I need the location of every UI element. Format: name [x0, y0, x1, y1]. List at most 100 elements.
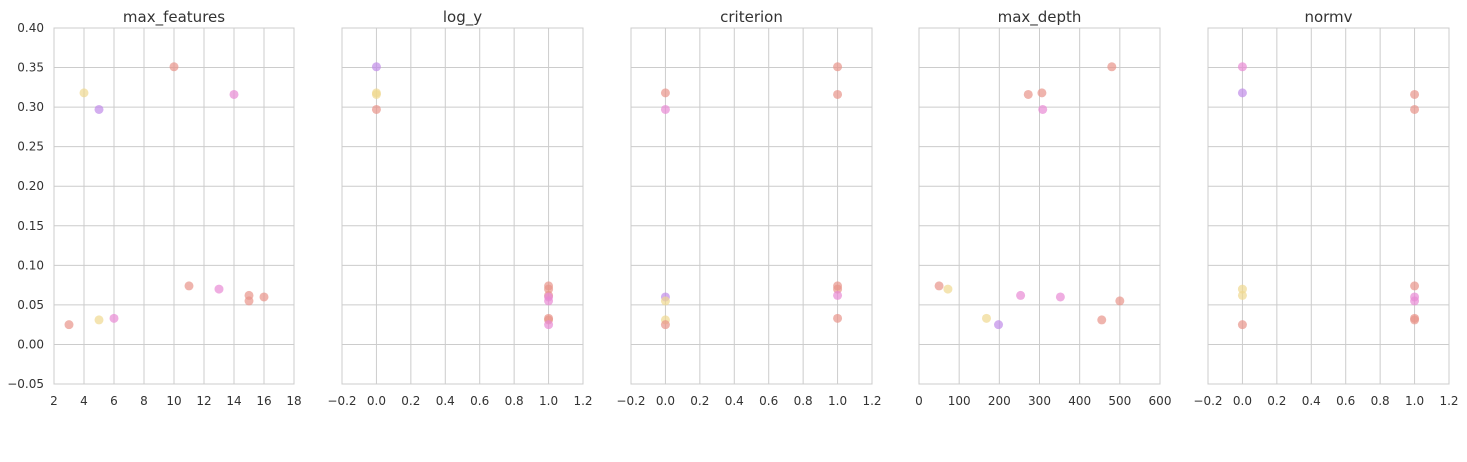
x-tick-label: 0.4: [436, 394, 455, 408]
data-point: [994, 320, 1004, 330]
plot-frame: [918, 27, 1161, 385]
x-tick-label: 0.2: [401, 394, 420, 408]
subplot-criterion: −0.2 0.0 0.2 0.4 0.6 0.8 1.0 1.2 criterion: [616, 8, 881, 408]
x-tick-label: 0.8: [1371, 394, 1390, 408]
x-tick-label: 1.0: [539, 394, 558, 408]
y-tick-label: 0.05: [17, 298, 44, 312]
x-tick-label: 16: [256, 394, 271, 408]
data-point: [371, 89, 381, 99]
x-tick-label: 600: [1149, 394, 1172, 408]
data-point: [64, 320, 74, 330]
data-point: [371, 62, 381, 72]
data-point: [833, 62, 843, 72]
x-tick-label: 200: [988, 394, 1011, 408]
x-tick-label: 0.8: [794, 394, 813, 408]
plot-frame: [53, 27, 295, 385]
x-tick-label: 14: [226, 394, 241, 408]
x-tick-label: 8: [140, 394, 148, 408]
data-point: [544, 296, 554, 306]
x-tick-label: −0.2: [327, 394, 356, 408]
data-point: [1237, 88, 1247, 98]
plot-frame: [1207, 27, 1450, 385]
data-point: [660, 296, 670, 306]
y-tick-label: −0.05: [7, 377, 44, 391]
data-point: [544, 320, 554, 330]
x-tick-label: 1.0: [828, 394, 847, 408]
data-point: [1410, 89, 1420, 99]
data-point: [833, 89, 843, 99]
x-tick-label: 0.4: [725, 394, 744, 408]
subplot-title: normv: [1304, 8, 1352, 26]
y-tick-label: 0.25: [17, 140, 44, 154]
x-tick-label: 100: [948, 394, 971, 408]
y-tick-label: 0.00: [17, 337, 44, 351]
data-point: [1097, 315, 1107, 325]
x-tick-label: 1.2: [862, 394, 881, 408]
x-tick-label: 6: [110, 394, 118, 408]
x-tick-label: 0.4: [1302, 394, 1321, 408]
x-tick-label: 0.6: [1336, 394, 1355, 408]
data-point: [833, 290, 843, 300]
data-point: [1107, 62, 1117, 72]
data-point: [1410, 315, 1420, 325]
y-tick-label: 0.10: [17, 258, 44, 272]
x-tick-label: 0.0: [1233, 394, 1252, 408]
data-point: [1055, 292, 1065, 302]
subplot-log_y: −0.2 0.0 0.2 0.4 0.6 0.8 1.0 1.2 log_y: [327, 8, 592, 408]
x-tick-label: 10: [166, 394, 181, 408]
subplot-title: log_y: [443, 8, 482, 27]
data-point: [934, 281, 944, 291]
x-tick-label: 0.2: [1267, 394, 1286, 408]
data-point: [94, 104, 104, 114]
data-point: [1023, 89, 1033, 99]
y-tick-label: 0.35: [17, 61, 44, 75]
x-tick-label: 300: [1028, 394, 1051, 408]
data-point: [660, 320, 670, 330]
x-tick-label: 0.0: [367, 394, 386, 408]
x-tick-label: 500: [1108, 394, 1131, 408]
data-point: [184, 281, 194, 291]
x-tick-label: 1.2: [1439, 394, 1458, 408]
data-point: [1115, 296, 1125, 306]
x-tick-label: 0.6: [759, 394, 778, 408]
plot-frame: [630, 27, 873, 385]
x-tick-label: −0.2: [616, 394, 645, 408]
subplot-max_features: 2 4 6 8 10 12 14 16 18 −0.05 0.00 0.05 0.10 0.15 0.20 0…: [7, 8, 301, 408]
y-tick-label: 0.40: [17, 21, 44, 35]
y-tick-label: 0.30: [17, 100, 44, 114]
data-point: [1038, 104, 1048, 114]
data-point: [1410, 281, 1420, 291]
data-point: [371, 104, 381, 114]
data-point: [214, 284, 224, 294]
x-tick-label: 0.0: [656, 394, 675, 408]
data-point: [660, 104, 670, 114]
data-point: [1237, 320, 1247, 330]
x-tick-label: 0.2: [690, 394, 709, 408]
x-tick-label: 2: [50, 394, 58, 408]
x-tick-label: 1.2: [573, 394, 592, 408]
data-point: [94, 315, 104, 325]
plot-frame: [341, 27, 584, 385]
data-point: [1237, 290, 1247, 300]
x-tick-label: 18: [286, 394, 301, 408]
data-point: [660, 88, 670, 98]
data-point: [259, 292, 269, 302]
y-tick-label: 0.20: [17, 179, 44, 193]
subplot-normv: −0.2 0.0 0.2 0.4 0.6 0.8 1.0 1.2 normv: [1193, 8, 1458, 408]
x-tick-label: 0.8: [505, 394, 524, 408]
data-point: [833, 284, 843, 294]
data-point: [1037, 88, 1047, 98]
data-point: [943, 284, 953, 294]
subplot-title: max_depth: [998, 8, 1082, 27]
data-point: [229, 89, 239, 99]
data-point: [1237, 62, 1247, 72]
subplot-title: max_features: [123, 8, 225, 27]
data-point: [981, 313, 991, 323]
data-point: [544, 284, 554, 294]
data-point: [1237, 284, 1247, 294]
x-tick-label: 4: [80, 394, 88, 408]
x-tick-label: −0.2: [1193, 394, 1222, 408]
subplot-max_depth: 0 100 200 300 400 500 600 max_depth: [915, 8, 1171, 408]
x-tick-label: 400: [1068, 394, 1091, 408]
